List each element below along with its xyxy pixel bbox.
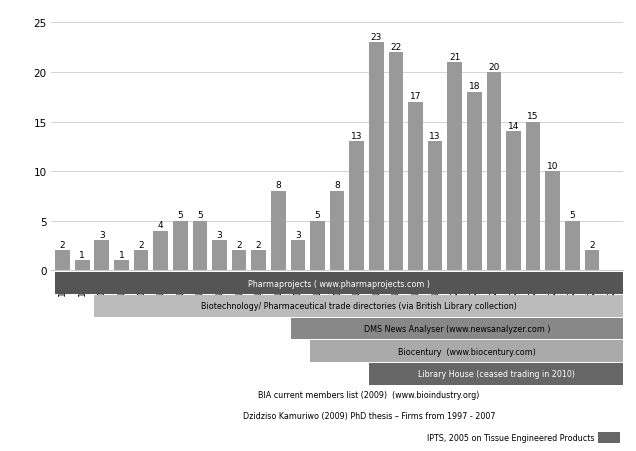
Bar <box>114 261 129 271</box>
Text: 2: 2 <box>236 240 242 249</box>
Bar <box>193 221 207 271</box>
Bar <box>329 192 345 271</box>
Bar <box>545 172 560 271</box>
Text: Dzidziso Kamuriwo (2009) PhD thesis – Firms from 1997 - 2007: Dzidziso Kamuriwo (2009) PhD thesis – Fi… <box>242 411 495 420</box>
Text: 8: 8 <box>334 181 340 190</box>
Bar <box>271 192 286 271</box>
Text: 1: 1 <box>118 250 124 259</box>
Bar <box>310 221 325 271</box>
Bar <box>251 251 266 271</box>
Text: DMS News Analyser (www.newsanalyzer.com ): DMS News Analyser (www.newsanalyzer.com … <box>364 324 550 333</box>
Bar <box>487 73 501 271</box>
Bar <box>447 63 462 271</box>
Text: Biocentury  (www.biocentury.com): Biocentury (www.biocentury.com) <box>398 347 536 356</box>
Bar <box>291 241 305 271</box>
Text: Library House (ceased trading in 2010): Library House (ceased trading in 2010) <box>418 369 574 378</box>
Bar <box>526 122 541 271</box>
Bar <box>369 43 384 271</box>
Bar <box>173 221 188 271</box>
Text: 13: 13 <box>351 132 363 141</box>
Bar <box>389 53 403 271</box>
Text: Pharmaprojects ( www.pharmaprojects.com ): Pharmaprojects ( www.pharmaprojects.com … <box>248 279 431 288</box>
Bar <box>349 142 364 271</box>
Text: 23: 23 <box>371 33 382 41</box>
Text: 5: 5 <box>569 211 575 220</box>
Text: 5: 5 <box>177 211 183 220</box>
Text: 18: 18 <box>469 82 480 91</box>
Bar <box>565 221 579 271</box>
Text: 2: 2 <box>138 240 144 249</box>
Text: 1: 1 <box>80 250 85 259</box>
Bar <box>153 231 168 271</box>
Text: BIA current members list (2009)  (www.bioindustry.org): BIA current members list (2009) (www.bio… <box>258 390 480 399</box>
Bar <box>134 251 148 271</box>
Text: 2: 2 <box>256 240 261 249</box>
Text: 4: 4 <box>158 221 163 230</box>
Text: 14: 14 <box>508 122 519 131</box>
Bar <box>506 132 521 271</box>
Bar <box>95 241 109 271</box>
Bar <box>212 241 227 271</box>
Bar <box>428 142 443 271</box>
Text: 3: 3 <box>295 230 301 239</box>
Text: 2: 2 <box>60 240 66 249</box>
Text: 5: 5 <box>197 211 203 220</box>
Text: 20: 20 <box>488 62 500 71</box>
Text: 8: 8 <box>275 181 281 190</box>
Bar <box>408 102 423 271</box>
Bar <box>75 261 90 271</box>
Text: 15: 15 <box>527 112 539 121</box>
Text: Biotechnology/ Pharmaceutical trade directories (via British Library collection): Biotechnology/ Pharmaceutical trade dire… <box>201 302 517 311</box>
Text: 22: 22 <box>391 42 401 51</box>
Bar <box>467 92 481 271</box>
Text: 13: 13 <box>429 132 441 141</box>
Bar <box>55 251 70 271</box>
Text: 10: 10 <box>547 161 558 170</box>
Text: 3: 3 <box>99 230 105 239</box>
Text: 3: 3 <box>217 230 223 239</box>
Bar <box>584 251 599 271</box>
Text: 17: 17 <box>410 92 421 101</box>
Bar <box>232 251 246 271</box>
Text: 2: 2 <box>589 240 595 249</box>
Text: 21: 21 <box>449 52 460 61</box>
Text: IPTS, 2005 on Tissue Engineered Products: IPTS, 2005 on Tissue Engineered Products <box>427 433 595 442</box>
Text: 5: 5 <box>315 211 321 220</box>
